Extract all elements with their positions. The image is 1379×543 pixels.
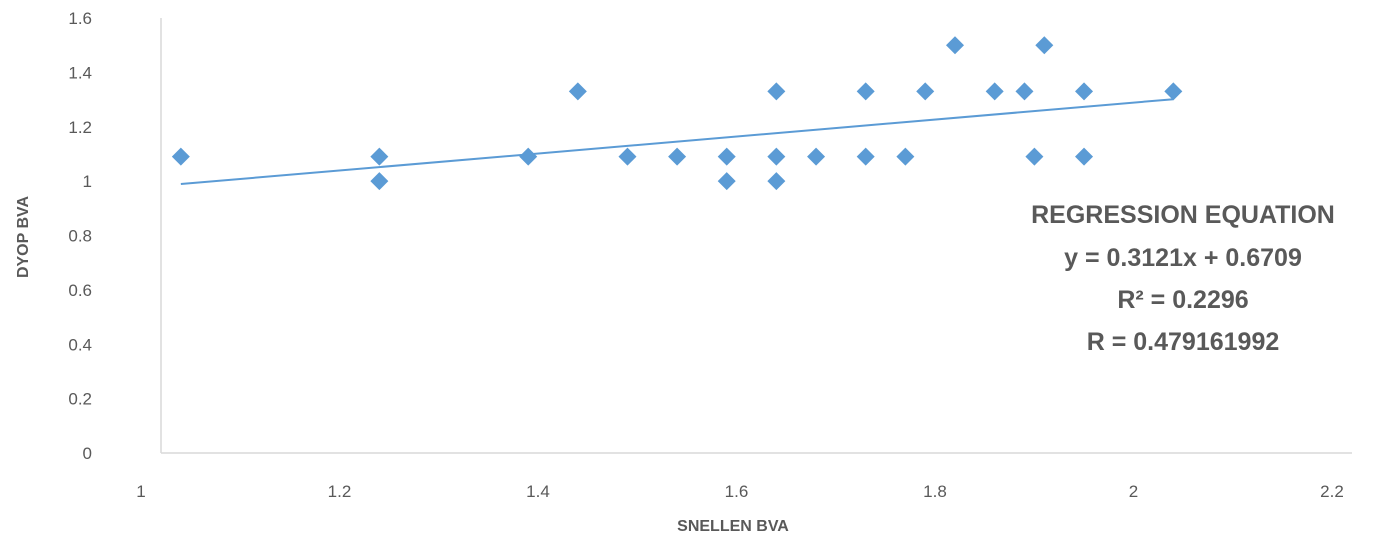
x-tick-labels: 1 1.2 1.4 1.6 1.8 2 2.2: [136, 482, 1344, 501]
y-tick-label: 1.6: [68, 9, 92, 28]
y-tick-label: 0.2: [68, 390, 92, 409]
data-point: [856, 147, 875, 166]
x-axis-title: SNELLEN BVA: [677, 518, 789, 535]
x-tick-label: 2: [1129, 482, 1138, 501]
y-tick-label: 1.4: [68, 63, 92, 82]
data-point: [1035, 36, 1054, 55]
data-point: [985, 82, 1004, 101]
trendline: [180, 98, 1174, 186]
data-point: [171, 147, 190, 166]
data-point: [767, 172, 786, 191]
regression-title: REGRESSION EQUATION: [1031, 201, 1335, 229]
data-point: [767, 82, 786, 101]
x-tick-label: 1.2: [328, 482, 352, 501]
x-tick-label: 1.4: [526, 482, 550, 501]
y-tick-label: 0: [83, 444, 92, 463]
data-point: [767, 147, 786, 166]
y-tick-label: 0.4: [68, 335, 92, 354]
axes: [160, 18, 1352, 454]
x-tick-label: 1: [136, 482, 145, 501]
data-point: [618, 147, 637, 166]
data-point: [1075, 147, 1094, 166]
data-point: [717, 172, 736, 191]
data-point: [896, 147, 915, 166]
data-points: [171, 36, 1183, 191]
r-squared-value: R² = 0.2296: [1117, 286, 1248, 314]
data-point: [568, 82, 587, 101]
data-point: [946, 36, 964, 55]
y-tick-labels: 0 0.2 0.4 0.6 0.8 1 1.2 1.4 1.6: [68, 9, 92, 463]
regression-annotation: REGRESSION EQUATION y = 0.3121x + 0.6709…: [1031, 201, 1335, 356]
x-tick-label: 2.2: [1320, 482, 1344, 501]
data-point: [856, 82, 875, 101]
data-point: [1015, 82, 1034, 101]
data-point: [519, 147, 538, 166]
x-tick-label: 1.6: [725, 482, 749, 501]
data-point: [370, 172, 389, 191]
data-point: [916, 82, 935, 101]
data-point: [1164, 82, 1183, 101]
data-point: [668, 147, 687, 166]
r-value: R = 0.479161992: [1087, 328, 1280, 356]
data-point: [717, 147, 736, 166]
y-tick-label: 0.6: [68, 281, 92, 300]
y-tick-label: 0.8: [68, 227, 92, 246]
x-tick-label: 1.8: [923, 482, 947, 501]
y-tick-label: 1: [83, 172, 92, 191]
data-point: [1075, 82, 1094, 101]
data-point: [807, 147, 826, 166]
data-point: [370, 147, 389, 166]
data-point: [1025, 147, 1044, 166]
regression-equation: y = 0.3121x + 0.6709: [1064, 244, 1302, 272]
y-axis-title: DYOP BVA: [15, 196, 32, 279]
y-tick-label: 1.2: [68, 118, 92, 137]
